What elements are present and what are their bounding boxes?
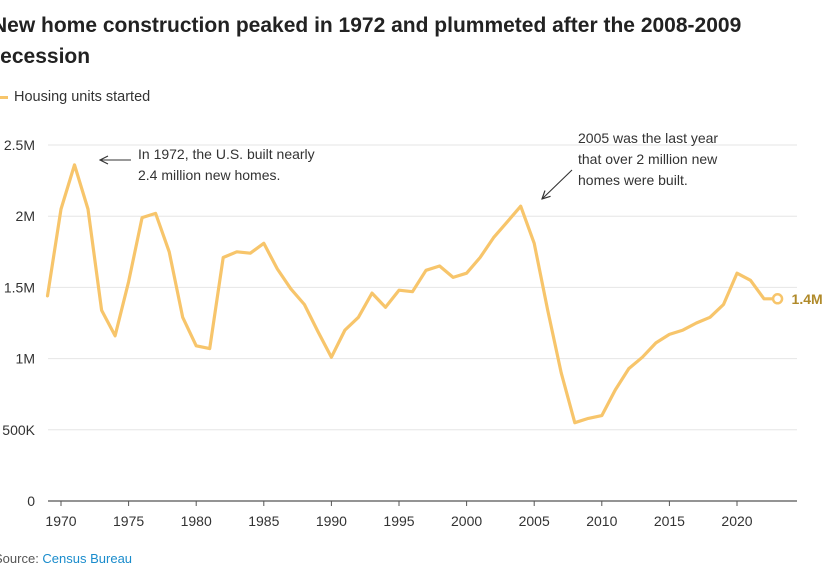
chart-title: New home construction peaked in 1972 and… (0, 14, 742, 68)
series-line-housing-starts (45, 163, 780, 425)
legend-swatch (0, 95, 8, 99)
y-tick-label: 2M (16, 208, 35, 224)
annotation-text-2005: that over 2 million new (578, 151, 718, 167)
source-note: Source: Census Bureau (0, 551, 132, 566)
annotation-text-1972: 2.4 million new homes. (138, 167, 280, 183)
x-axis-ticks: 1970 1975 1980 1985 1990 1995 2000 2005 2010 2015… (45, 501, 753, 529)
legend: Housing units started (0, 87, 150, 107)
x-tick-label: 2000 (451, 513, 482, 529)
annotation-arrow-2005 (542, 169, 573, 199)
y-tick-label: 1.5M (4, 279, 35, 295)
annotation-text-1972: In 1972, the U.S. built nearly (138, 146, 315, 162)
source-prefix: Source: (0, 551, 39, 566)
source-link[interactable]: Census Bureau (42, 551, 133, 566)
series-layer: 1.4M (45, 163, 823, 425)
y-tick-label: 500K (2, 422, 35, 438)
end-value-label: 1.4M (792, 291, 823, 307)
x-tick-label: 1980 (181, 513, 212, 529)
x-tick-label: 2020 (721, 513, 752, 529)
y-tick-label: 2.5M (4, 137, 35, 153)
x-tick-label: 2005 (519, 513, 550, 529)
legend-label: Housing units started (14, 89, 151, 105)
y-tick-label: 1M (16, 351, 35, 367)
x-tick-label: 1970 (45, 513, 76, 529)
y-axis-ticks: 0 500K 1M 1.5M 2M 2.5M (2, 137, 35, 509)
annotation-text-2005: 2005 was the last year (578, 130, 718, 146)
end-point-marker (771, 293, 784, 305)
x-tick-label: 2010 (586, 513, 617, 529)
annotation-text-2005: homes were built. (578, 172, 688, 188)
annotations: In 1972, the U.S. built nearly 2.4 millio… (100, 130, 718, 199)
x-tick-label: 1975 (113, 513, 144, 529)
x-tick-label: 1995 (383, 513, 414, 529)
gridlines (48, 144, 797, 502)
y-tick-label: 0 (27, 493, 35, 509)
x-tick-label: 1985 (248, 513, 279, 529)
x-tick-label: 2015 (654, 513, 685, 529)
x-tick-label: 1990 (316, 513, 347, 529)
